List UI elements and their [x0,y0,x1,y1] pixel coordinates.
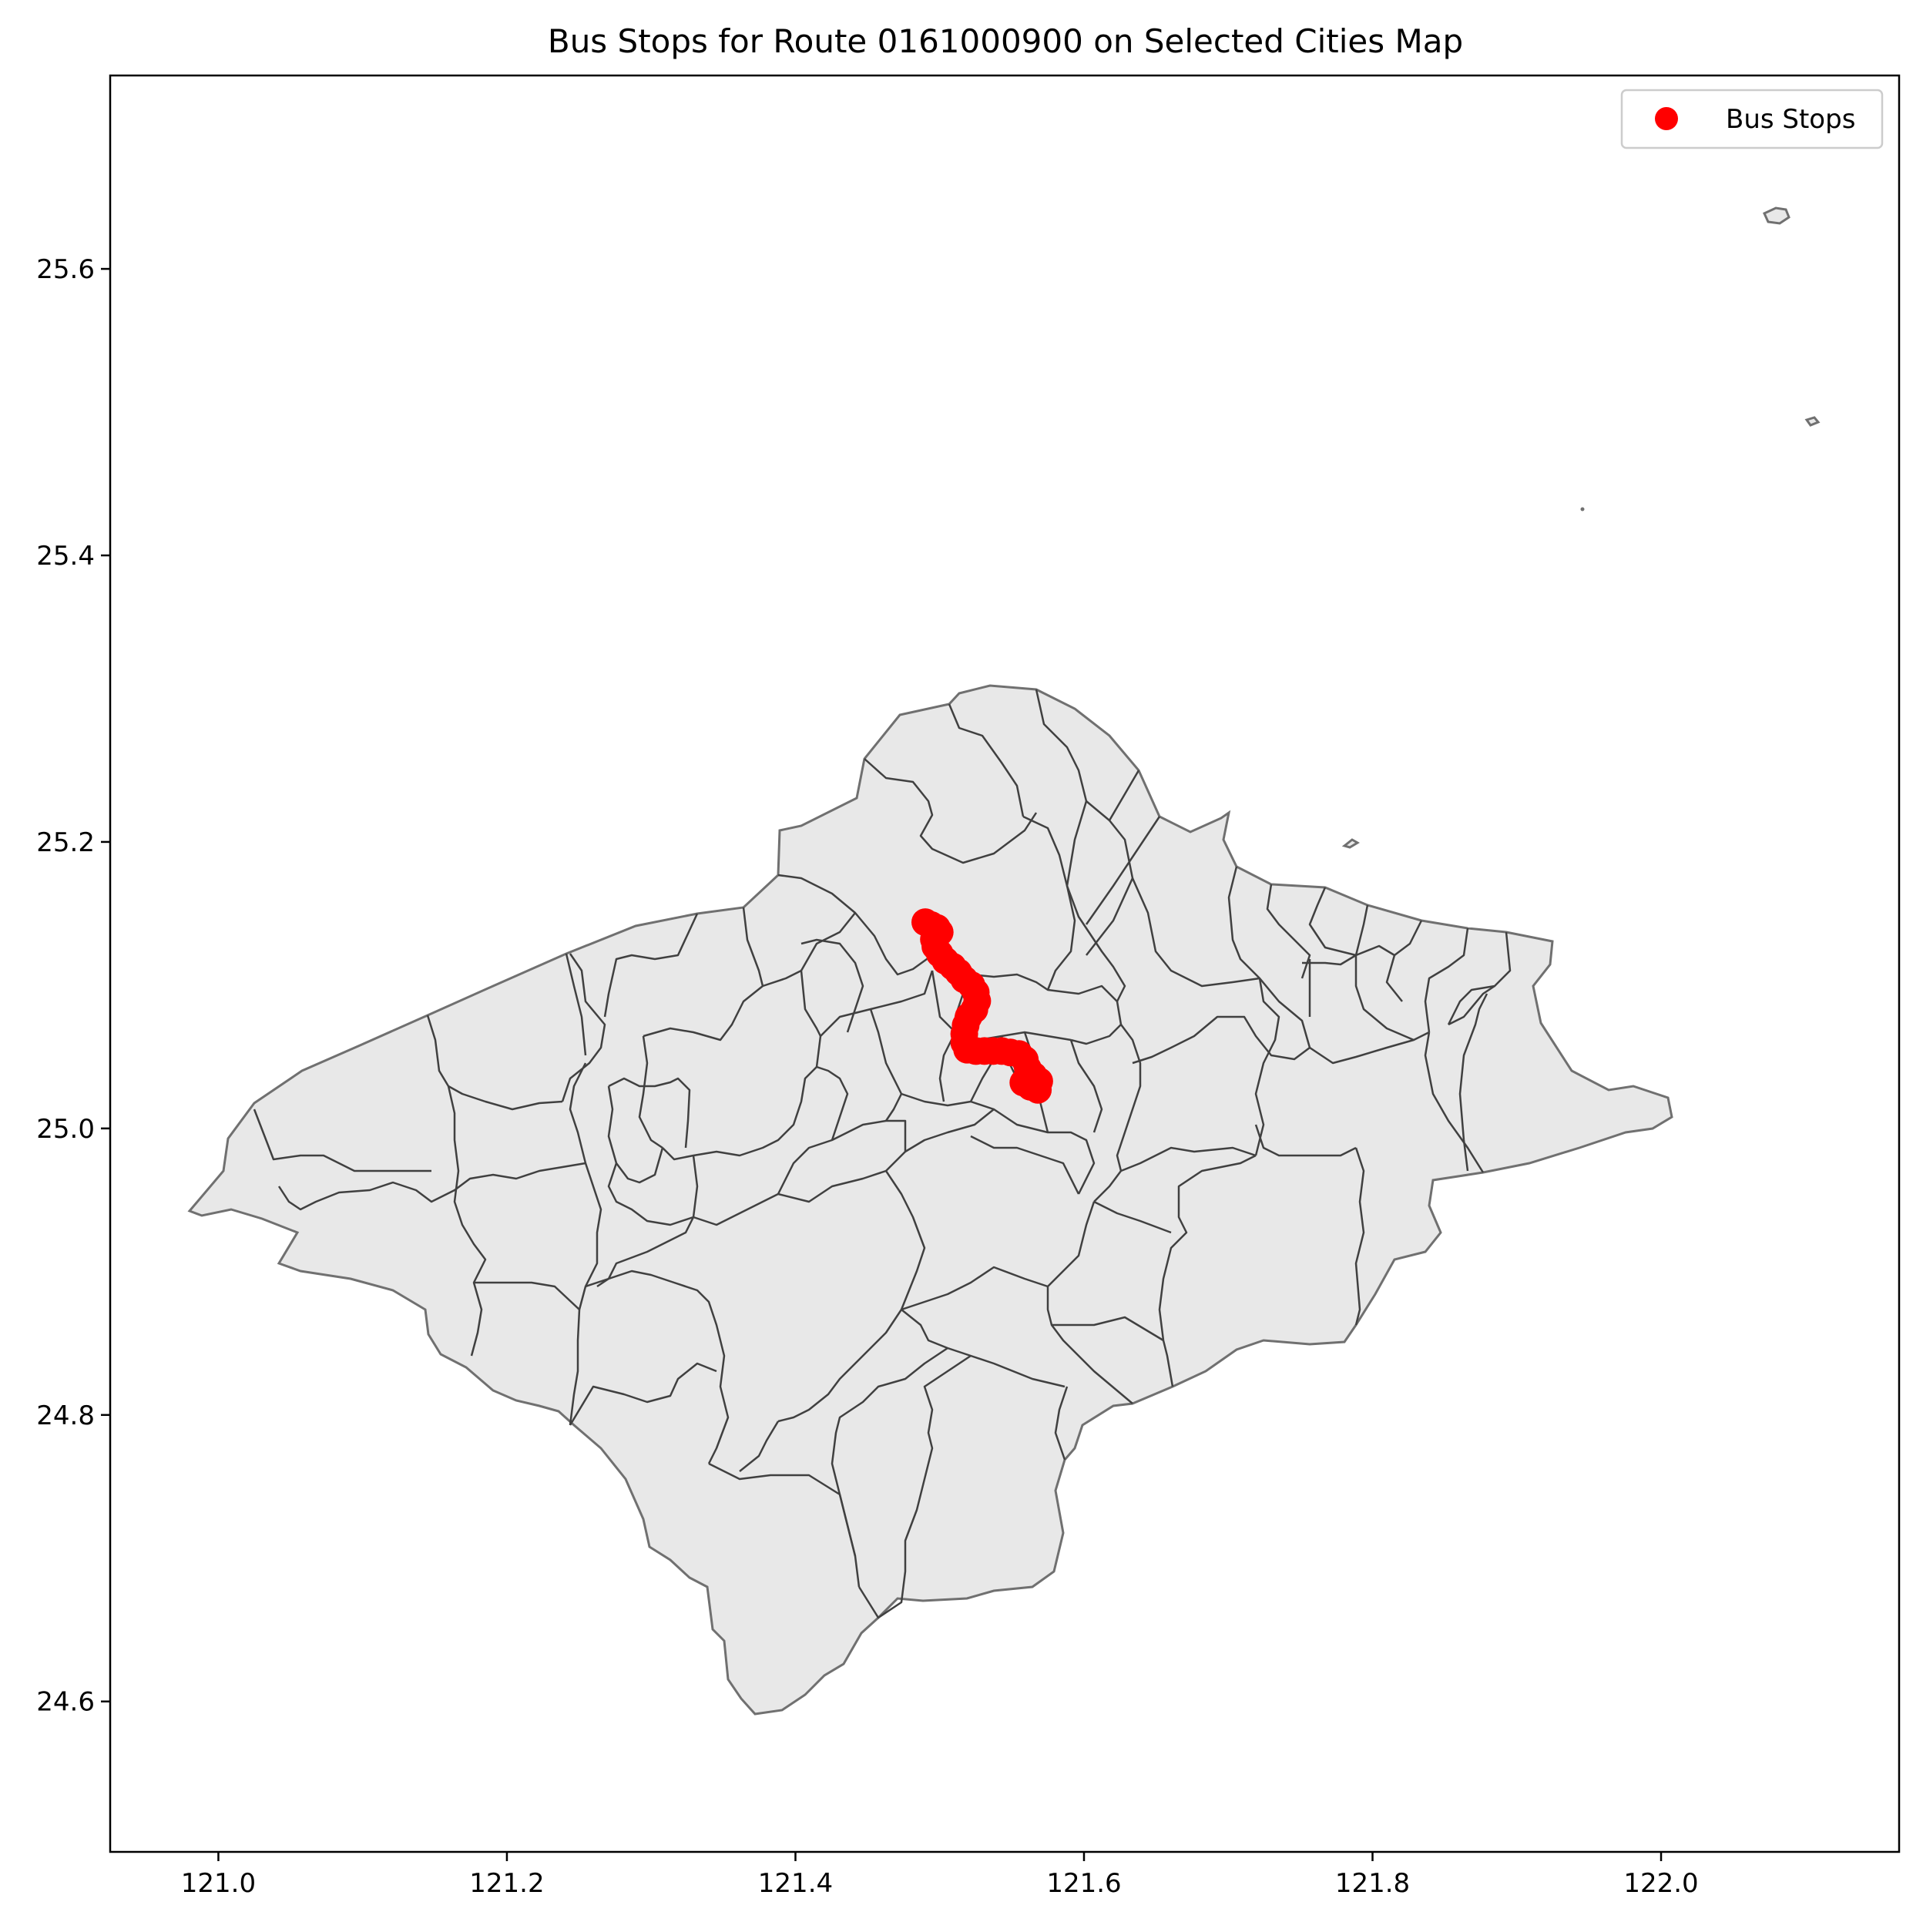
island-coastal [1341,838,1360,849]
y-axis: 24.6 24.8 25.0 25.2 25.4 25.6 [36,254,110,1718]
bus-stops-scatter [911,908,1053,1104]
axes-frame [109,74,1901,1853]
region-outline [187,684,1673,1716]
x-tick-label: 121.6 [1046,1868,1121,1899]
y-tick-label: 25.4 [36,541,95,572]
y-tick-label: 25.6 [36,254,95,285]
x-tick-label: 122.0 [1623,1868,1698,1899]
legend-marker [1655,107,1678,130]
legend-box [1620,89,1884,149]
island-east [1804,416,1821,427]
y-tick-label: 25.0 [36,1114,95,1145]
bus-stop-point [1009,1068,1038,1097]
x-axis: 121.0 121.2 121.4 121.6 121.8 122.0 [181,1852,1699,1899]
islet [1580,507,1585,512]
y-tick-label: 24.8 [36,1400,95,1431]
y-tick-label: 24.6 [36,1687,95,1718]
x-tick-label: 121.8 [1335,1868,1410,1899]
legend-label: Bus Stops [1726,104,1855,135]
x-tick-label: 121.4 [758,1868,833,1899]
y-tick-label: 25.2 [36,827,95,858]
x-tick-label: 121.2 [469,1868,544,1899]
x-tick-label: 121.0 [181,1868,256,1899]
legend: Bus Stops [1620,89,1884,149]
island-northeast [1763,206,1790,225]
chart-title: Bus Stops for Route 0161000900 on Select… [548,22,1463,60]
